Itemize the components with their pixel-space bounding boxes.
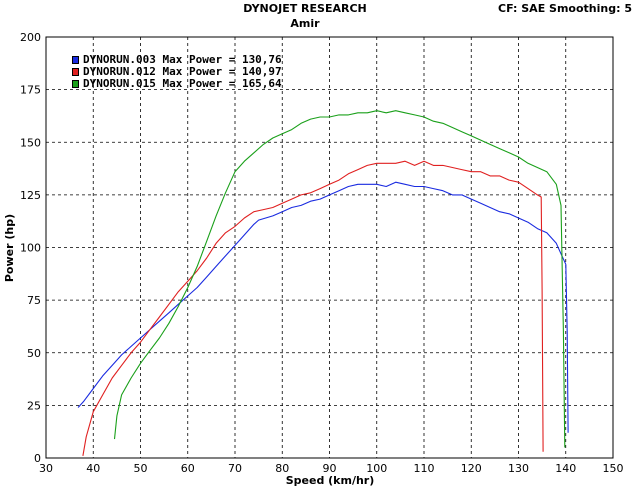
x-tick-label: 40 xyxy=(86,462,100,475)
x-tick-label: 140 xyxy=(555,462,576,475)
y-tick-label: 100 xyxy=(20,242,41,255)
legend-item-run-012: DYNORUN.012 Max Power = 140,97 xyxy=(72,66,282,78)
legend-label: DYNORUN.015 Max Power = 165,64 xyxy=(83,77,282,90)
y-tick-label: 125 xyxy=(20,189,41,202)
x-tick-label: 70 xyxy=(228,462,242,475)
x-tick-label: 90 xyxy=(323,462,337,475)
x-tick-label: 100 xyxy=(366,462,387,475)
correction-factor-info: CF: SAE Smoothing: 5 xyxy=(498,2,632,15)
y-tick-label: 200 xyxy=(20,31,41,44)
y-tick-label: 0 xyxy=(34,452,41,465)
y-tick-label: 175 xyxy=(20,84,41,97)
legend-swatch xyxy=(72,56,79,64)
series-line-0 xyxy=(77,181,569,433)
grid-lines xyxy=(45,36,614,459)
y-tick-label: 25 xyxy=(27,399,41,412)
x-tick-label: 80 xyxy=(275,462,289,475)
y-axis-title: Power (hp) xyxy=(3,214,16,282)
data-lines xyxy=(77,110,569,456)
x-tick-label: 60 xyxy=(181,462,195,475)
x-axis-title: Speed (km/hr) xyxy=(286,474,375,487)
legend-swatch xyxy=(72,68,79,76)
chart-subtitle: Amir xyxy=(290,17,320,30)
series-line-2 xyxy=(113,110,566,448)
tick-labels: 30 40 50 60 70 80 90 100 110 120 130 140 150 0 25 50 75 1… xyxy=(20,31,624,475)
series-line-1 xyxy=(82,160,544,456)
legend-swatch xyxy=(72,80,79,88)
plot-frame xyxy=(45,36,614,459)
legend-label: DYNORUN.012 Max Power = 140,97 xyxy=(83,65,282,78)
y-tick-label: 75 xyxy=(27,294,41,307)
x-tick-label: 150 xyxy=(603,462,624,475)
x-tick-label: 110 xyxy=(414,462,435,475)
legend-item-run-003: DYNORUN.003 Max Power = 130,76 xyxy=(72,54,282,66)
x-tick-label: 30 xyxy=(39,462,53,475)
legend-item-run-015: DYNORUN.015 Max Power = 165,64 xyxy=(72,78,282,90)
x-tick-label: 120 xyxy=(461,462,482,475)
x-tick-label: 130 xyxy=(508,462,529,475)
y-tick-label: 150 xyxy=(20,136,41,149)
chart-title: DYNOJET RESEARCH xyxy=(243,2,367,15)
legend: DYNORUN.003 Max Power = 130,76 DYNORUN.0… xyxy=(72,54,282,90)
y-tick-label: 50 xyxy=(27,347,41,360)
x-tick-label: 50 xyxy=(134,462,148,475)
legend-label: DYNORUN.003 Max Power = 130,76 xyxy=(83,53,282,66)
